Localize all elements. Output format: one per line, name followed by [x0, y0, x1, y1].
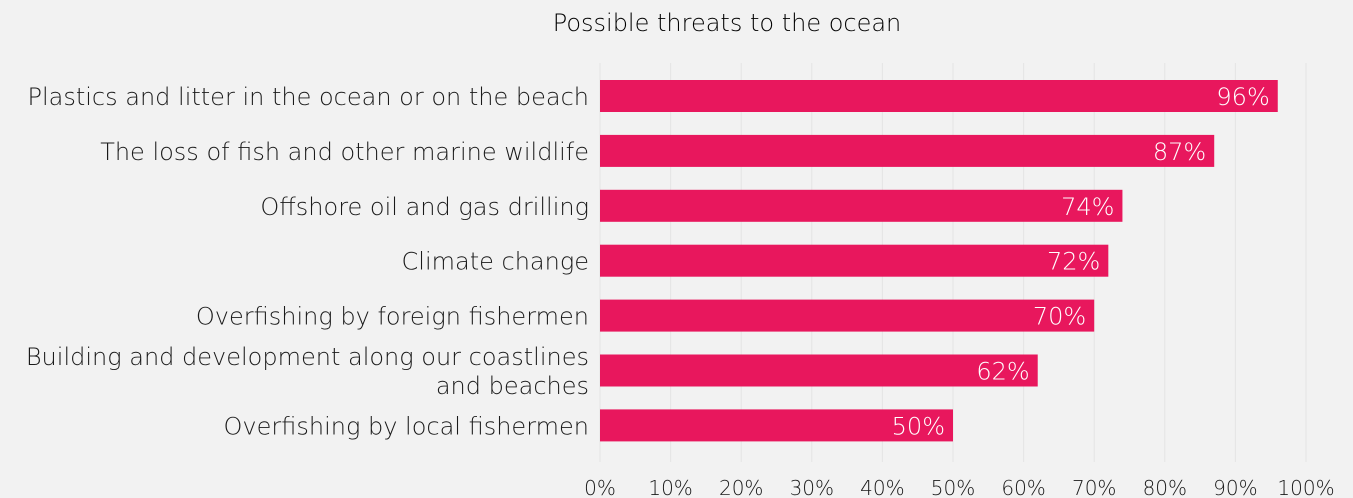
- category-label-line: Offshore oil and gas drilling: [260, 193, 589, 221]
- bar-2: [600, 189, 1123, 222]
- category-label-line: Building and development along our coast…: [26, 343, 589, 371]
- category-label-2: Offshore oil and gas drilling: [260, 193, 589, 221]
- category-label-0: Plastics and litter in the ocean or on t…: [27, 83, 589, 111]
- data-label-2: 74%: [1061, 193, 1114, 221]
- x-tick-label-70: 70%: [1072, 476, 1116, 498]
- x-tick-label-40: 40%: [860, 476, 904, 498]
- category-label-line: Overfishing by foreign fishermen: [196, 303, 589, 331]
- category-label-line: Plastics and litter in the ocean or on t…: [27, 83, 589, 111]
- bar-5: [600, 354, 1038, 387]
- x-tick-label-30: 30%: [790, 476, 834, 498]
- x-tick-label-80: 80%: [1143, 476, 1187, 498]
- chart-title: Possible threats to the ocean: [553, 9, 902, 37]
- category-label-line: and beaches: [436, 372, 589, 400]
- bar-3: [600, 244, 1109, 277]
- category-label-line: Overfishing by local fishermen: [224, 412, 589, 440]
- category-label-1: The loss of fish and other marine wildli…: [100, 138, 589, 166]
- category-label-4: Overfishing by foreign fishermen: [196, 303, 589, 331]
- x-tick-label-0: 0%: [584, 476, 616, 498]
- category-label-3: Climate change: [402, 248, 589, 276]
- bar-4: [600, 299, 1095, 332]
- data-label-1: 87%: [1153, 138, 1206, 166]
- data-label-6: 50%: [892, 412, 945, 440]
- x-tick-label-50: 50%: [931, 476, 975, 498]
- data-label-3: 72%: [1047, 248, 1100, 276]
- bar-1: [600, 134, 1215, 167]
- x-tick-label-60: 60%: [1001, 476, 1045, 498]
- x-tick-label-100: 100%: [1277, 476, 1334, 498]
- bar-6: [600, 409, 953, 442]
- bar-layer: [600, 80, 1278, 442]
- data-label-0: 96%: [1216, 83, 1269, 111]
- category-label-line: Climate change: [402, 248, 589, 276]
- category-label-5: Building and development along our coast…: [26, 343, 589, 400]
- x-tick-label-20: 20%: [719, 476, 763, 498]
- x-tick-label-10: 10%: [648, 476, 692, 498]
- data-label-5: 62%: [976, 358, 1029, 386]
- category-label-line: The loss of fish and other marine wildli…: [100, 138, 589, 166]
- data-label-4: 70%: [1033, 303, 1086, 331]
- bar-0: [600, 80, 1278, 112]
- label-layer: 0% 10% 20% 30% 40% 50% 60% 70% 80% 90% 100% 96% Plas…: [26, 83, 1335, 498]
- category-label-6: Overfishing by local fishermen: [224, 412, 589, 440]
- x-tick-label-90: 90%: [1213, 476, 1257, 498]
